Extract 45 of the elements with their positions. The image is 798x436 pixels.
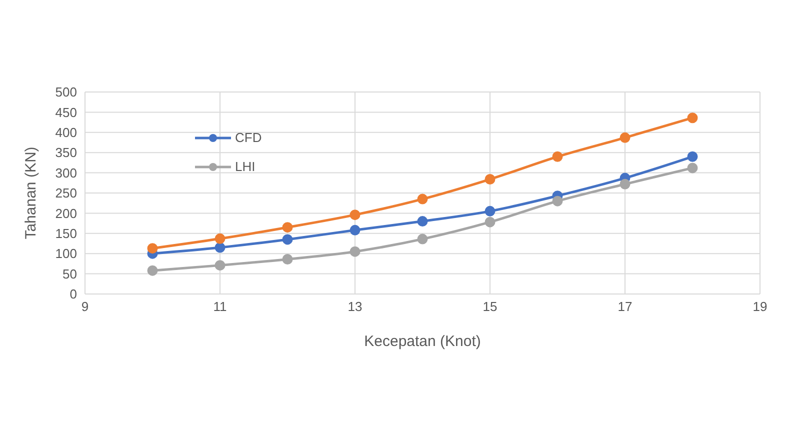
- point: [552, 151, 563, 162]
- y-tick-label: 50: [62, 266, 77, 282]
- y-tick-label: 500: [55, 84, 77, 100]
- point: [417, 216, 428, 227]
- y-tick-label: 300: [55, 165, 77, 180]
- point: [417, 194, 428, 204]
- x-tick-label: 17: [618, 299, 632, 314]
- y-tick-label: 150: [55, 226, 77, 242]
- x-tick-label: 13: [348, 299, 362, 314]
- x-tick-label: 11: [213, 299, 227, 314]
- point: [282, 254, 293, 265]
- point: [350, 210, 360, 220]
- point: [147, 243, 158, 254]
- point: [484, 174, 496, 185]
- y-tick-label: 400: [55, 125, 77, 140]
- point: [214, 242, 226, 253]
- point: [552, 196, 563, 206]
- y-tick-label: 0: [70, 286, 77, 302]
- point: [350, 224, 360, 236]
- y-tick-label: 350: [55, 145, 77, 160]
- point: [214, 233, 226, 244]
- point: [687, 151, 698, 162]
- y-tick-label: 450: [55, 104, 77, 120]
- point: [620, 178, 630, 190]
- y-axis-title: Tahanan (KN): [22, 146, 40, 240]
- y-tick-label: 200: [55, 206, 77, 221]
- point: [214, 260, 226, 271]
- point: [147, 265, 158, 276]
- point: [484, 216, 496, 228]
- point: [484, 206, 496, 216]
- x-tick-label: 15: [482, 299, 498, 314]
- x-axis-title: Kecepatan (Knot): [364, 333, 481, 350]
- legend-label: CFD: [235, 130, 262, 145]
- point: [417, 234, 428, 244]
- point: [350, 246, 360, 257]
- point: [687, 162, 698, 174]
- x-tick-label: 19: [752, 299, 768, 314]
- y-tick-label: 250: [55, 186, 77, 201]
- point: [282, 234, 293, 245]
- x-tick-label: 9: [81, 299, 89, 314]
- y-tick-label: 100: [55, 246, 77, 262]
- point: [282, 222, 293, 233]
- point: [687, 112, 698, 124]
- legend-label: LHI: [235, 159, 256, 174]
- point: [620, 132, 630, 143]
